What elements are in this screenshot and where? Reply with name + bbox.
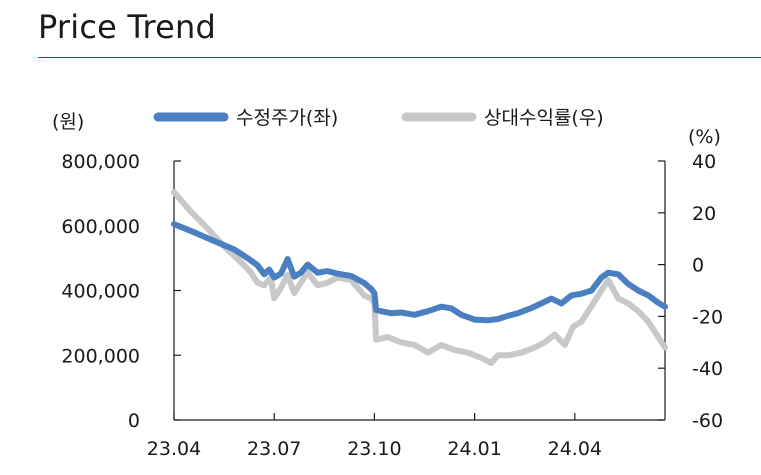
right-axis-ticks: -60 -40 -20 0 20 40 xyxy=(658,151,723,432)
right-tick-label: -20 xyxy=(692,306,723,328)
right-tick-label: 40 xyxy=(692,151,716,173)
legend-label-relative: 상대수익률(우) xyxy=(484,107,604,129)
left-tick-label: 400,000 xyxy=(61,281,140,303)
title-rule xyxy=(38,57,761,58)
right-tick-label: -60 xyxy=(692,410,723,432)
left-tick-label: 800,000 xyxy=(61,151,140,173)
left-axis-unit: (원) xyxy=(52,111,84,133)
x-tick-label: 23.10 xyxy=(347,438,401,460)
x-tick-label: 23.04 xyxy=(147,438,201,460)
series-line-price xyxy=(171,221,668,324)
series-lines xyxy=(171,189,668,366)
page-title: Price Trend xyxy=(38,8,217,46)
right-tick-label: -40 xyxy=(692,358,723,380)
left-tick-label: 0 xyxy=(128,410,140,432)
x-axis-ticks: 23.04 23.07 23.10 24.01 24.04 xyxy=(147,413,602,460)
right-axis-unit: (%) xyxy=(688,126,721,148)
right-tick-label: 20 xyxy=(692,203,716,225)
x-tick-label: 24.01 xyxy=(447,438,501,460)
left-tick-label: 200,000 xyxy=(61,345,140,367)
right-tick-label: 0 xyxy=(692,255,704,277)
left-axis-ticks: 0 200,000 400,000 600,000 800,000 xyxy=(61,151,181,432)
legend-label-price: 수정주가(좌) xyxy=(236,107,338,129)
x-tick-label: 23.07 xyxy=(247,438,301,460)
left-tick-label: 600,000 xyxy=(61,216,140,238)
legend: 수정주가(좌) 상대수익률(우) xyxy=(153,107,604,129)
series-line-relative-return xyxy=(171,189,668,366)
x-tick-label: 24.04 xyxy=(548,438,602,460)
